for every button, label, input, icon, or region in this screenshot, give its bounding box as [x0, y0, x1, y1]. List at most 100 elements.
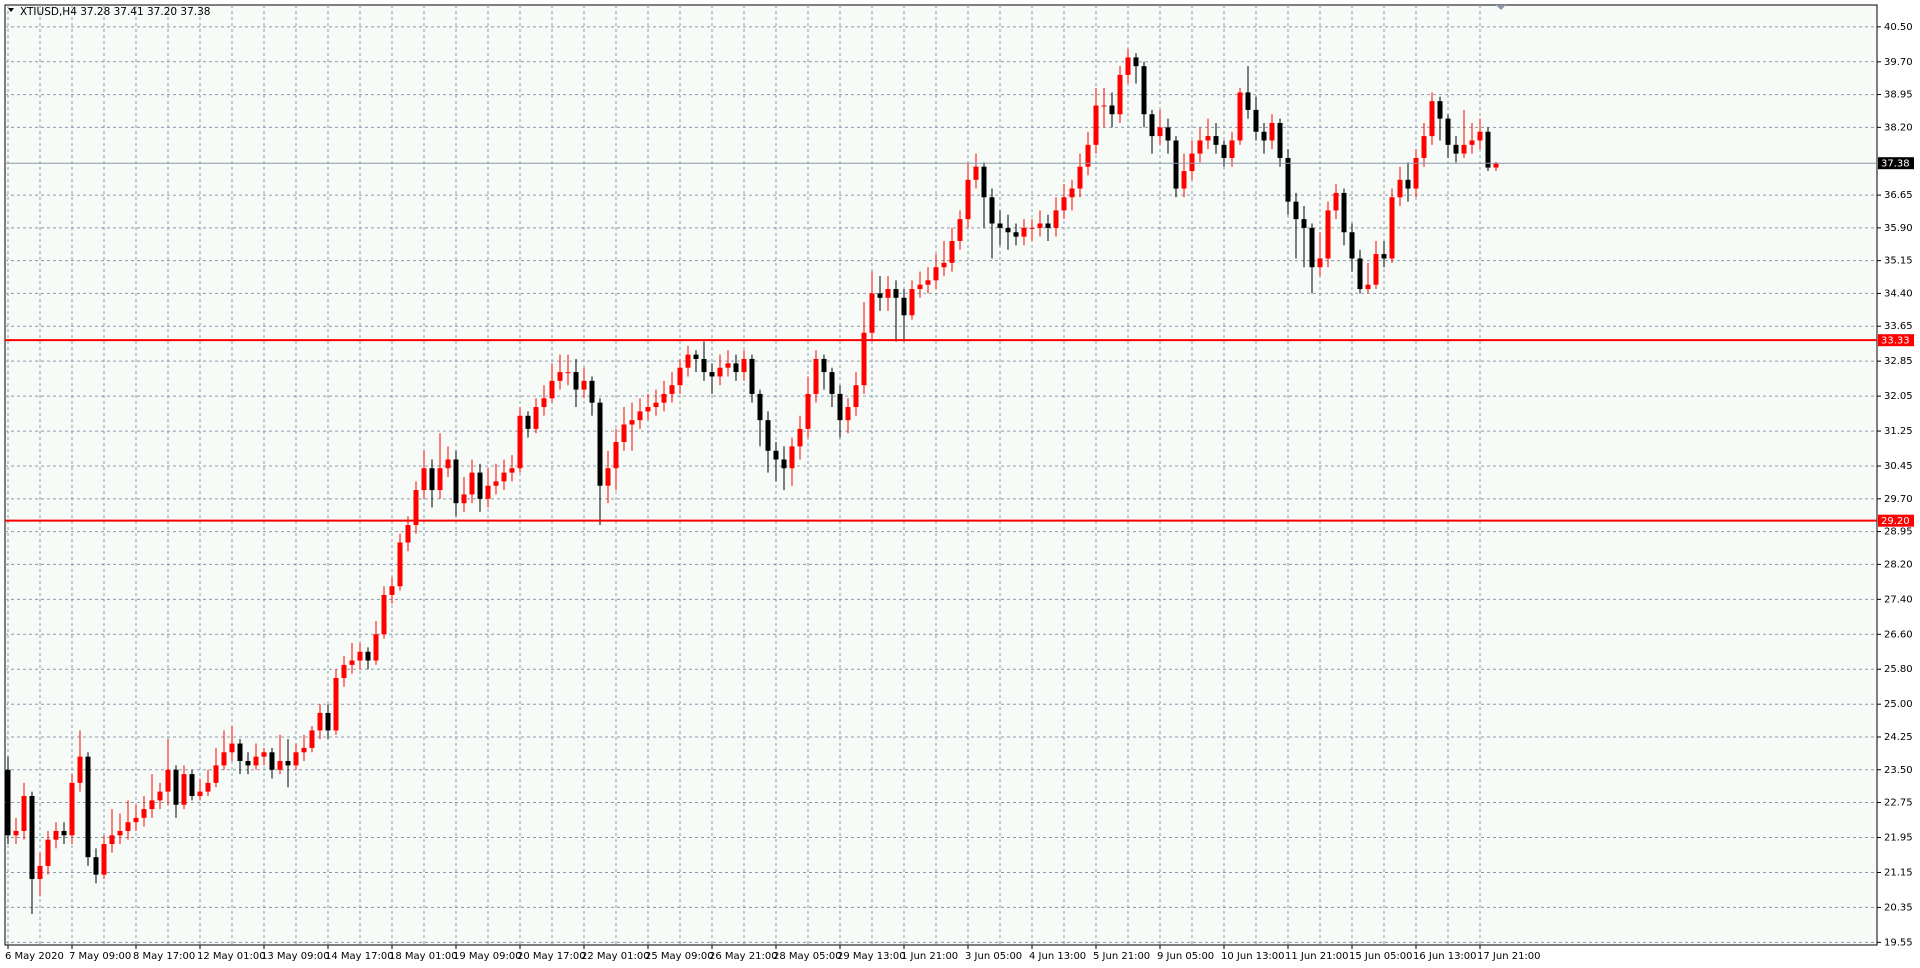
candle-body — [213, 765, 219, 783]
candle-body — [445, 459, 451, 469]
candle-body — [333, 677, 339, 731]
y-tick-label: 20.35 — [1884, 902, 1913, 913]
candle-body — [429, 468, 435, 491]
candles — [5, 48, 1499, 914]
candle-body — [909, 289, 915, 316]
candle-body — [357, 651, 363, 661]
candle-body — [397, 542, 403, 587]
candle-body — [1333, 192, 1339, 211]
candle-body — [813, 358, 819, 394]
candle-body — [349, 660, 355, 665]
candle-body — [1101, 105, 1107, 107]
candle-body — [589, 380, 595, 403]
candle-body — [61, 830, 67, 836]
x-tick-label: 19 May 09:00 — [453, 951, 522, 962]
menu-arrow[interactable] — [8, 8, 14, 12]
candle-body — [1373, 254, 1379, 285]
candle-body — [1237, 92, 1243, 141]
candle-body — [1085, 144, 1091, 167]
candle-body — [1045, 223, 1051, 228]
candle-body — [541, 398, 547, 408]
candle-body — [5, 769, 11, 836]
level-line-label: 29.20 — [1881, 516, 1910, 527]
candle-body — [1061, 197, 1067, 211]
y-tick-label: 35.15 — [1884, 256, 1913, 267]
candle-body — [629, 420, 635, 425]
candle-body — [1125, 57, 1131, 75]
candle-body — [293, 752, 299, 766]
candle-body — [1301, 219, 1307, 228]
candle-body — [525, 415, 531, 429]
candle-body — [701, 358, 707, 373]
candle-body — [1133, 57, 1139, 67]
candle-body — [1165, 127, 1171, 141]
candle-body — [957, 219, 963, 241]
y-tick-label: 23.50 — [1884, 765, 1913, 776]
candle-body — [1221, 144, 1227, 158]
x-tick-label: 6 May 2020 — [5, 951, 64, 962]
shift-marker[interactable] — [1496, 5, 1506, 10]
candle-body — [1413, 157, 1419, 189]
candle-body — [997, 223, 1003, 228]
level-line-label-box — [1878, 514, 1914, 527]
candle-body — [13, 830, 19, 836]
x-tick-label: 22 May 01:00 — [581, 951, 650, 962]
candle-body — [85, 756, 91, 858]
candle-body — [45, 839, 51, 866]
candle-body — [685, 354, 691, 368]
candle-body — [1005, 227, 1011, 233]
candle-body — [645, 407, 651, 412]
candle-body — [781, 459, 787, 469]
candle-body — [1309, 227, 1315, 268]
candle-body — [1397, 179, 1403, 198]
candle-body — [197, 791, 203, 796]
candle-body — [917, 284, 923, 290]
candle-body — [797, 428, 803, 447]
candle-body — [1485, 131, 1491, 168]
candle-body — [1421, 136, 1427, 158]
x-tick-label: 16 Jun 13:00 — [1413, 951, 1477, 962]
x-tick-label: 7 May 09:00 — [69, 951, 131, 962]
candle-body — [1445, 118, 1451, 145]
candle-body — [837, 393, 843, 421]
candle-body — [1037, 223, 1043, 228]
candle-body — [189, 774, 195, 796]
candle-body — [365, 651, 371, 661]
candle-body — [741, 358, 747, 373]
candle-body — [317, 712, 323, 731]
candle-body — [1277, 122, 1283, 158]
grid — [5, 5, 1877, 945]
candle-body — [301, 747, 307, 753]
candle-body — [77, 756, 83, 783]
x-tick-label: 28 May 05:00 — [773, 951, 842, 962]
x-tick-label: 9 Jun 05:00 — [1157, 951, 1214, 962]
candle-body — [677, 367, 683, 386]
candle-body — [597, 402, 603, 486]
candle-body — [21, 795, 27, 831]
candle-body — [1253, 109, 1259, 132]
y-tick-label: 21.95 — [1884, 832, 1913, 843]
x-tick-label: 1 Jun 21:00 — [901, 951, 958, 962]
candle-body — [1053, 210, 1059, 228]
candle-body — [1029, 227, 1035, 229]
candle-body — [1461, 144, 1467, 154]
candle-body — [1141, 66, 1147, 115]
candle-body — [1293, 201, 1299, 220]
candle-body — [453, 459, 459, 504]
candle-body — [1389, 197, 1395, 259]
candle-body — [637, 411, 643, 421]
candle-body — [413, 490, 419, 526]
plot-area — [4, 4, 1878, 946]
candle-body — [37, 865, 43, 880]
y-tick-label: 21.15 — [1884, 867, 1913, 878]
candle-body — [1109, 105, 1115, 115]
y-tick-label: 40.50 — [1884, 22, 1913, 33]
candle-body — [1261, 131, 1267, 141]
y-tick-label: 28.95 — [1884, 527, 1913, 538]
candle-body — [93, 857, 99, 875]
candle-body — [1069, 188, 1075, 198]
candle-body — [269, 752, 275, 770]
candle-body — [709, 372, 715, 377]
candle-body — [989, 197, 995, 224]
y-tick-label: 33.65 — [1884, 321, 1913, 332]
